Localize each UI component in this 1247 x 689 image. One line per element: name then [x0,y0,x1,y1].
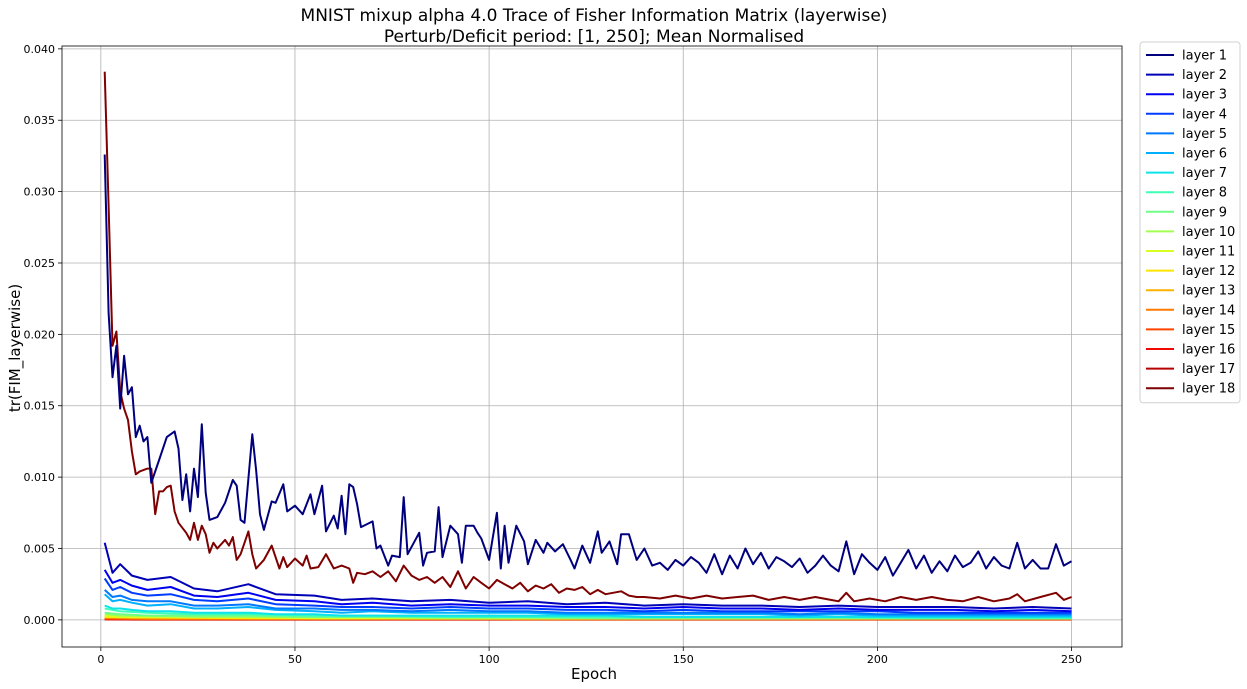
series-line-layer-6 [104,593,1072,617]
legend-label: layer 6 [1182,147,1227,162]
legend-label: layer 11 [1182,245,1235,260]
y-tick-label: 0.040 [24,43,56,56]
legend-label: layer 7 [1182,166,1227,181]
legend-label: layer 4 [1182,107,1227,122]
plot-series [103,71,1072,621]
y-tick-label: 0.005 [24,542,56,555]
series-line-layer-18 [103,71,1072,603]
series-line-layer-4 [103,577,1072,614]
x-axis-ticks: 0 50 100 150 200 250 [97,647,1082,666]
x-tick-label: 200 [867,653,888,666]
grid [62,46,1122,647]
y-axis-ticks: 0.000 0.005 0.010 0.015 0.020 0.025 0.030 0.035… [24,43,62,627]
y-tick-label: 0.000 [24,614,56,627]
legend-label: layer 16 [1182,343,1235,358]
plot-frame [61,45,1123,648]
series-line-layer-2 [103,542,1072,610]
y-tick-label: 0.015 [24,400,56,413]
legend-label: layer 13 [1182,284,1235,299]
legend-label: layer 5 [1182,127,1227,142]
legend-label: layer 8 [1182,186,1227,201]
legend-label: layer 10 [1182,225,1235,240]
legend-label: layer 9 [1182,205,1227,220]
legend-label: layer 18 [1182,382,1235,397]
x-tick-label: 250 [1061,653,1082,666]
chart-subtitle: Perturb/Deficit period: [1, 250]; Mean N… [384,27,804,47]
x-tick-label: 0 [97,653,104,666]
x-tick-label: 100 [479,653,500,666]
series-line-layer-7 [104,604,1072,618]
legend-label: layer 2 [1182,68,1227,83]
legend-label: layer 12 [1182,264,1235,279]
legend: layer 1 layer 2 layer 3 layer 4 layer 5 layer… [1139,41,1241,404]
series-line-layer-1 [103,154,1072,577]
legend-label: layer 1 [1182,49,1227,64]
chart-title: MNIST mixup alpha 4.0 Trace of Fisher In… [301,6,888,26]
x-tick-label: 50 [288,653,302,666]
x-axis-label: Epoch [571,665,617,683]
y-tick-label: 0.035 [24,114,56,127]
series-line-layer-3 [103,569,1072,613]
legend-label: layer 17 [1182,362,1235,377]
legend-label: layer 3 [1182,88,1227,103]
legend-label: layer 14 [1182,303,1235,318]
legend-box [1139,41,1241,404]
y-axis-label: tr(FIM_layerwise) [6,284,25,412]
y-tick-label: 0.025 [24,257,56,270]
y-tick-label: 0.010 [24,471,56,484]
x-tick-label: 150 [673,653,694,666]
y-tick-label: 0.020 [24,328,56,341]
y-tick-label: 0.030 [24,186,56,199]
legend-label: layer 15 [1182,323,1235,338]
series-line-layer-5 [104,589,1072,616]
